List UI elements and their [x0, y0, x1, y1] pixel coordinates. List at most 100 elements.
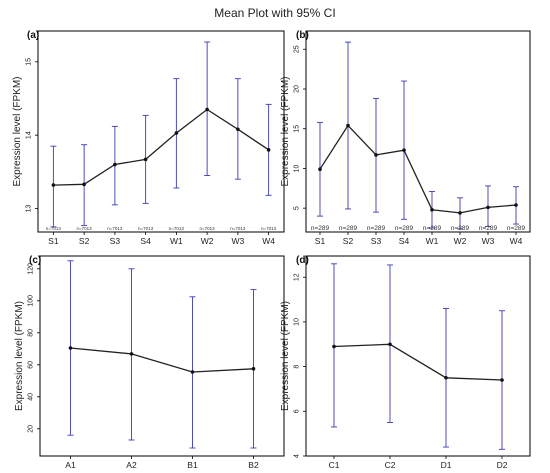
mean-point: [444, 375, 448, 380]
mean-line: [319, 124, 517, 214]
y-axis-label: Expression level (FPKM): [280, 76, 291, 186]
plot-frame: [37, 30, 285, 233]
y-tick-label: 12: [294, 273, 301, 281]
sample-size-label: n=289: [479, 225, 498, 232]
sample-size-label: n=289: [339, 225, 358, 232]
mean-point: [486, 205, 490, 210]
y-tick-label: 15: [26, 58, 33, 66]
x-tick-label: W4: [262, 236, 275, 246]
sample-size-label: n=289: [451, 225, 470, 232]
x-tick-label: W1: [426, 236, 439, 246]
mean-point: [205, 107, 209, 112]
y-tick-label: 5: [294, 206, 301, 210]
y-tick-label: 40: [28, 393, 35, 401]
sample-size-label: n=7013: [46, 226, 62, 231]
mean-point: [430, 207, 434, 212]
y-axis-label: Expression level (FPKM): [280, 301, 291, 411]
x-tick-label: S3: [110, 236, 121, 246]
mean-point: [143, 157, 148, 162]
mean-point: [346, 123, 350, 128]
x-tick-label: S4: [399, 236, 410, 246]
sample-size-label: n=289: [395, 225, 414, 232]
y-tick-label: 10: [294, 318, 301, 326]
sample-size-label: n=7013: [138, 226, 154, 231]
panel-b: (b) 5 10 15 20 25 Expression level (FPKM) S1 S2…: [280, 30, 531, 246]
mean-point: [500, 378, 504, 382]
mean-line: [53, 108, 269, 186]
x-tick-label: W2: [201, 236, 214, 246]
x-tick-label: B1: [187, 460, 198, 470]
mean-point: [190, 370, 195, 374]
panel-label: (a): [27, 30, 39, 41]
sample-size-label: n=7013: [261, 226, 277, 231]
x-tick-label: D1: [441, 460, 452, 470]
y-tick-label: 6: [294, 409, 301, 413]
mean-point: [374, 153, 378, 157]
x-tick-label: W4: [510, 236, 523, 246]
panel-label: (c): [29, 255, 41, 266]
plot-area: 13 14 15 Expression level (FPKM) S1 S2 S3 S4 W1 W…: [12, 30, 285, 246]
mean-point: [458, 211, 462, 215]
x-tick-label: S2: [79, 236, 90, 246]
x-tick-label: C1: [329, 460, 340, 470]
mean-point: [174, 131, 179, 135]
y-tick-label: 13: [26, 205, 33, 213]
panel-c: (c) 20 40 60 80 100 120 Expression level (FPKM…: [14, 255, 285, 470]
sample-size-label: n=7013: [107, 226, 123, 231]
x-tick-label: D2: [497, 460, 508, 470]
x-tick-label: W2: [454, 236, 467, 246]
y-axis-label: Expression level (FPKM): [14, 301, 25, 411]
y-tick-label: 10: [294, 164, 301, 172]
y-tick-label: 8: [294, 365, 301, 369]
mean-point: [129, 352, 134, 356]
panel-a: (a) 13 14 15 Expression level (FPKM) S1 S2 S3 S…: [12, 30, 285, 246]
mean-point: [402, 148, 406, 152]
x-tick-label: S3: [371, 236, 382, 246]
x-tick-label: A1: [65, 460, 76, 470]
sample-size-label: n=7013: [169, 226, 185, 231]
plot-area: 5 10 15 20 25 Expression level (FPKM) S1 S2 S3 S4…: [280, 30, 531, 246]
sample-size-label: n=7013: [230, 226, 246, 231]
panel-label: (b): [296, 30, 309, 41]
mean-point: [388, 342, 392, 347]
figure-title: Mean Plot with 95% CI: [214, 6, 335, 20]
x-tick-label: S4: [140, 236, 151, 246]
plot-area: 4 6 8 10 12 Expression level (FPKM) C1 C2 D1 D2: [280, 255, 531, 470]
mean-point: [236, 127, 240, 132]
sample-size-label: n=7013: [77, 226, 93, 231]
panel-d: (d) 4 6 8 10 12 Expression level (FPKM) C1 C2 D1…: [280, 255, 531, 470]
sample-size-label: n=289: [507, 225, 526, 232]
y-tick-label: 60: [28, 361, 35, 369]
y-tick-label: 4: [294, 454, 301, 458]
mean-point: [251, 367, 256, 371]
sample-size-label: n=7013: [200, 226, 216, 231]
mean-point: [51, 183, 56, 187]
x-tick-label: B2: [248, 460, 259, 470]
y-axis-label: Expression level (FPKM): [12, 76, 23, 186]
mean-point: [68, 346, 73, 350]
mean-point: [266, 148, 271, 152]
y-tick-label: 80: [28, 329, 35, 337]
x-tick-label: C2: [385, 460, 396, 470]
y-tick-label: 25: [294, 45, 301, 53]
mean-line: [70, 347, 254, 373]
mean-line: [333, 343, 503, 381]
y-tick-label: 100: [28, 295, 35, 307]
y-tick-label: 120: [28, 263, 35, 275]
mean-point: [332, 344, 336, 349]
mean-point: [82, 182, 86, 187]
sample-size-label: n=289: [311, 225, 330, 232]
x-tick-label: W1: [170, 236, 183, 246]
plot-frame: [305, 255, 531, 457]
panel-label: (d): [296, 255, 309, 266]
sample-size-label: n=289: [423, 225, 442, 232]
y-tick-label: 14: [26, 131, 33, 139]
x-tick-label: W3: [232, 236, 245, 246]
x-tick-label: S2: [343, 236, 354, 246]
y-tick-label: 20: [28, 425, 35, 433]
mean-point: [514, 203, 518, 207]
x-tick-label: A2: [126, 460, 137, 470]
mean-point: [318, 167, 322, 172]
y-tick-label: 20: [294, 85, 301, 93]
